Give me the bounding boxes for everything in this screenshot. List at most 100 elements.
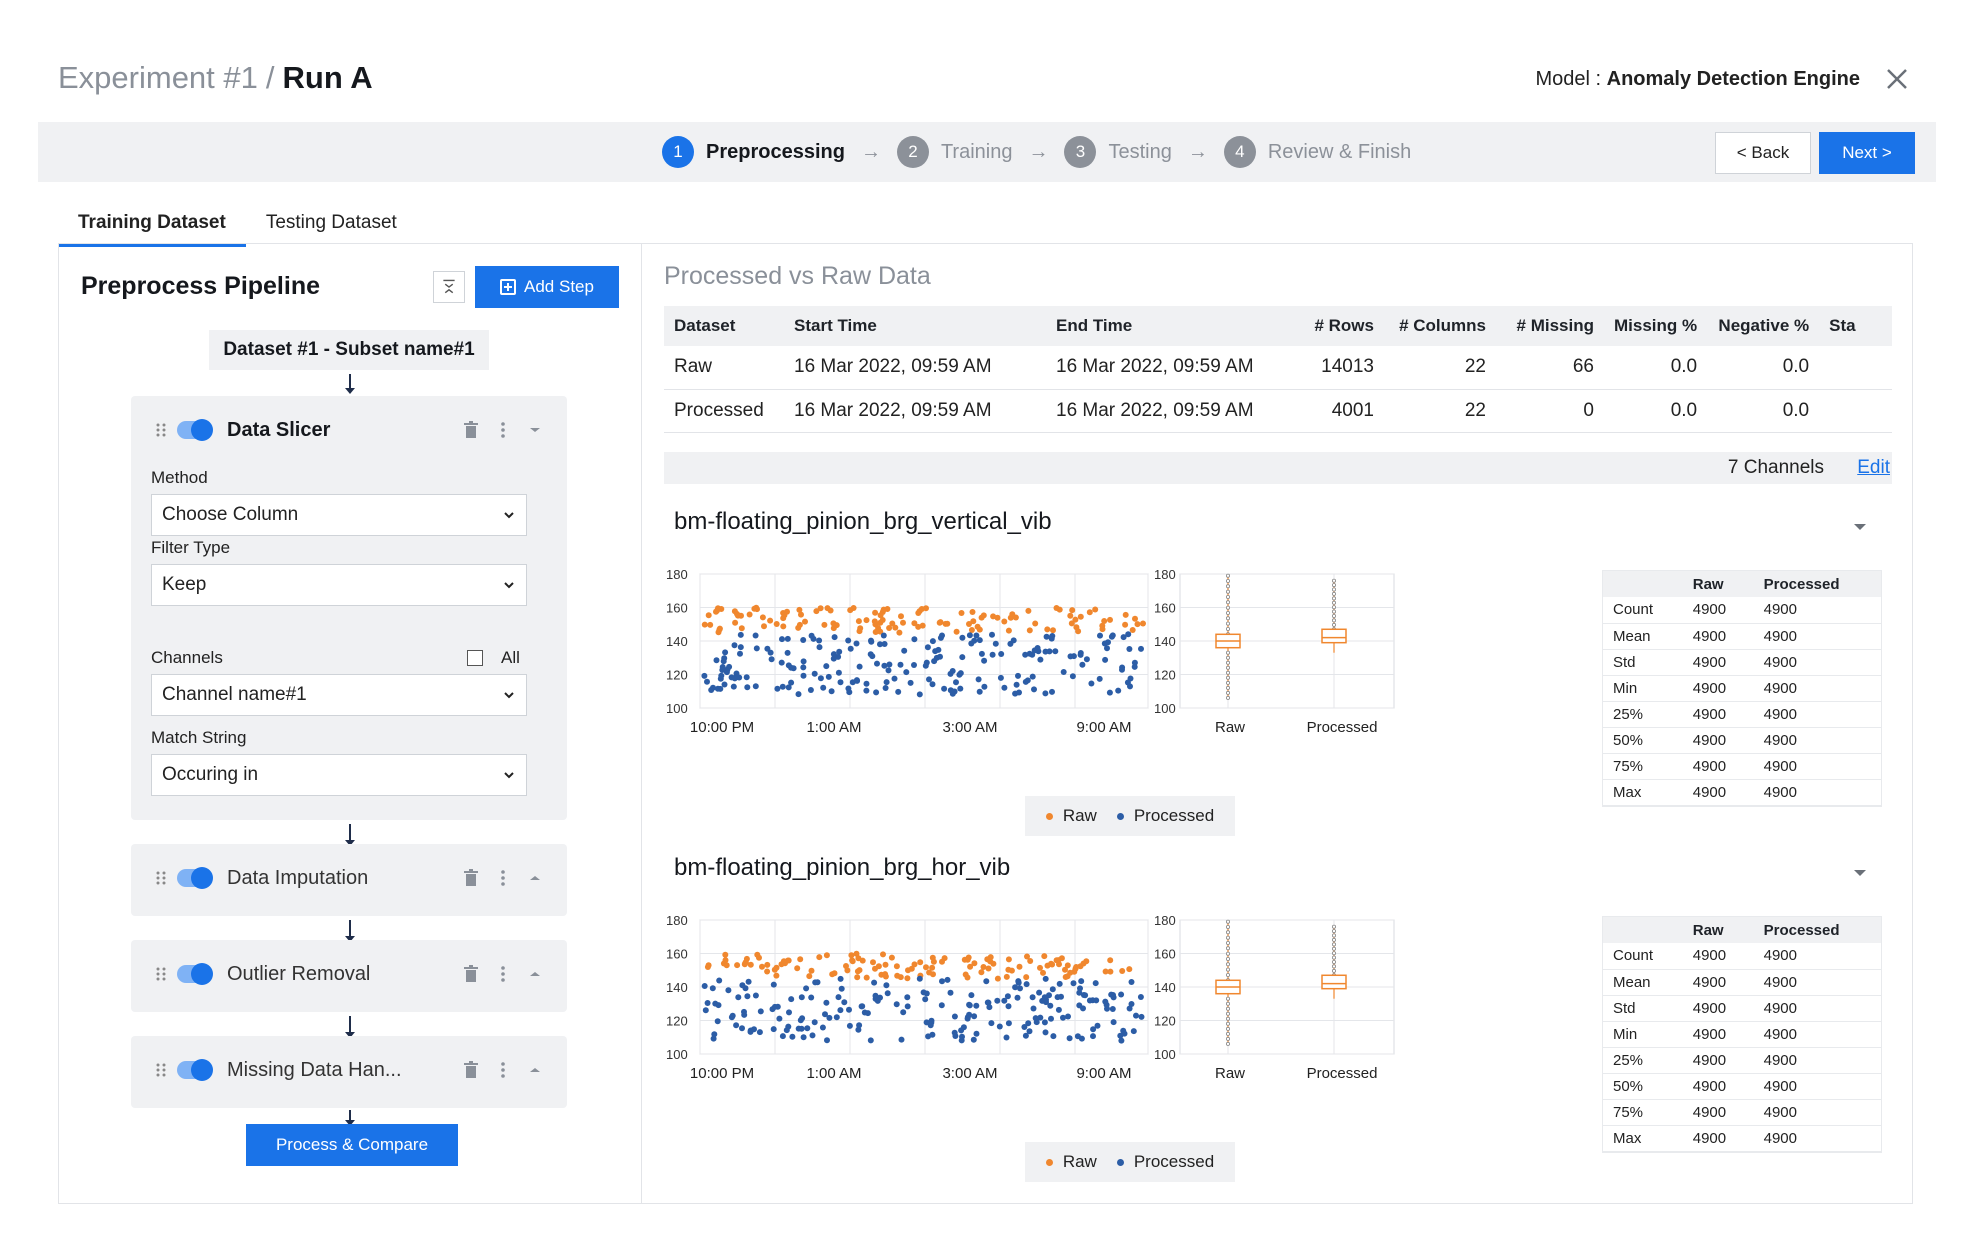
- all-channels-checkbox[interactable]: [467, 650, 483, 666]
- channels-select[interactable]: Channel name#1: [151, 674, 527, 716]
- more-vertical-icon[interactable]: [491, 418, 515, 442]
- comparison-panel: Processed vs Raw Data Dataset Start Time…: [642, 244, 1913, 1204]
- scatter-point-raw: [767, 617, 774, 624]
- stats-row: Max 4900 4900: [1603, 1125, 1881, 1152]
- scatter-point-raw: [971, 960, 978, 967]
- step-enable-toggle[interactable]: [177, 963, 213, 985]
- drag-handle-icon[interactable]: [155, 422, 167, 438]
- stats-cell: 4900: [1753, 969, 1881, 996]
- tab-testing-dataset[interactable]: Testing Dataset: [265, 212, 397, 233]
- filter-type-select[interactable]: Keep: [151, 564, 527, 606]
- scatter-point-raw: [773, 964, 780, 971]
- scatter-point-raw: [823, 952, 830, 959]
- scatter-point-raw: [1053, 605, 1060, 611]
- more-vertical-icon[interactable]: [491, 1058, 515, 1082]
- scatter-point-processed: [1017, 985, 1023, 992]
- scatter-point-raw: [904, 975, 911, 982]
- breadcrumb-experiment[interactable]: Experiment #1: [58, 60, 258, 95]
- scatter-point-processed: [1082, 992, 1089, 999]
- more-vertical-icon[interactable]: [491, 962, 515, 986]
- scatter-point-raw: [751, 605, 758, 612]
- dataset-chip: Dataset #1 - Subset name#1: [209, 330, 489, 370]
- scatter-point-processed: [986, 1004, 993, 1011]
- trash-icon[interactable]: [459, 418, 483, 442]
- caret-up-icon[interactable]: [523, 962, 547, 986]
- drag-handle-icon[interactable]: [155, 870, 167, 886]
- stats-cell: 75%: [1603, 753, 1683, 780]
- stats-row: Std 4900 4900: [1603, 995, 1881, 1022]
- scatter-point-processed: [1105, 639, 1111, 646]
- scatter-point-raw: [796, 621, 803, 628]
- scatter-point-processed: [786, 1009, 792, 1016]
- scatter-point-raw: [1040, 969, 1046, 976]
- scatter-point-processed: [1093, 997, 1100, 1004]
- scatter-point-raw: [970, 618, 977, 625]
- scatter-point-processed: [752, 992, 759, 999]
- legend-item-raw[interactable]: Raw: [1045, 1152, 1097, 1172]
- caret-down-icon[interactable]: [1854, 870, 1866, 876]
- caret-down-icon[interactable]: [523, 418, 547, 442]
- column-header: Negative %: [1707, 306, 1820, 346]
- scatter-point-processed: [1026, 1028, 1033, 1035]
- trash-icon[interactable]: [459, 866, 483, 890]
- trash-icon[interactable]: [459, 962, 483, 986]
- legend-item-processed[interactable]: Processed: [1116, 1152, 1214, 1172]
- step-preprocessing[interactable]: 1 Preprocessing: [662, 136, 845, 168]
- stats-table: Raw Processed Count 4900 4900 Mean 4900 4900 Std…: [1602, 570, 1882, 807]
- scatter-point-processed: [968, 992, 975, 999]
- step-enable-toggle[interactable]: [177, 1059, 213, 1081]
- step-testing[interactable]: 3 Testing: [1064, 136, 1172, 168]
- scatter-point-processed: [1056, 980, 1063, 987]
- step-enable-toggle[interactable]: [177, 419, 213, 441]
- scatter-point-processed: [779, 1033, 786, 1040]
- scatter-point-processed: [1069, 673, 1076, 680]
- scatter-point-processed: [1065, 1013, 1071, 1020]
- legend-item-raw[interactable]: Raw: [1045, 806, 1097, 826]
- legend-label: Processed: [1133, 806, 1215, 825]
- boxplot-outlier: [1332, 609, 1337, 614]
- next-button[interactable]: Next >: [1819, 132, 1915, 174]
- scatter-point-processed: [916, 975, 923, 982]
- method-select[interactable]: Choose Column: [151, 494, 527, 536]
- stats-cell: 4900: [1682, 1125, 1754, 1152]
- step-label: Preprocessing: [706, 140, 845, 163]
- collapse-all-button[interactable]: [433, 271, 465, 303]
- step-enable-toggle[interactable]: [177, 867, 213, 889]
- scatter-point-processed: [881, 662, 888, 669]
- scatter-point-processed: [981, 683, 988, 690]
- process-compare-button[interactable]: Process & Compare: [246, 1124, 458, 1166]
- caret-up-icon[interactable]: [523, 1058, 547, 1082]
- add-step-button[interactable]: Add Step: [475, 266, 619, 308]
- scatter-point-processed: [1118, 991, 1125, 998]
- stepper: 1 Preprocessing → 2 Training → 3 Testing…: [662, 136, 1411, 168]
- legend-item-processed[interactable]: Processed: [1116, 806, 1215, 826]
- scatter-point-processed: [959, 654, 966, 661]
- back-button[interactable]: < Back: [1715, 132, 1811, 174]
- drag-handle-icon[interactable]: [155, 966, 167, 982]
- scatter-point-processed: [900, 1009, 907, 1016]
- scatter-point-processed: [1015, 978, 1022, 985]
- caret-down-icon[interactable]: [1854, 524, 1866, 530]
- scatter-point-processed: [1097, 632, 1103, 639]
- flow-arrow-icon: [345, 374, 355, 394]
- edit-channels-link[interactable]: Edit: [1857, 457, 1890, 478]
- scatter-point-raw: [773, 621, 780, 627]
- scatter-point-processed: [1016, 689, 1022, 696]
- match-string-select[interactable]: Occuring in: [151, 754, 527, 796]
- card-header: Data Slicer: [155, 416, 547, 444]
- step-training[interactable]: 2 Training: [896, 136, 1012, 168]
- scatter-point-processed: [1117, 1032, 1124, 1039]
- scatter-point-processed: [863, 687, 870, 694]
- more-vertical-icon[interactable]: [491, 866, 515, 890]
- trash-icon[interactable]: [459, 1058, 483, 1082]
- scatter-point-processed: [1102, 998, 1109, 1005]
- step-review-finish[interactable]: 4 Review & Finish: [1223, 136, 1411, 168]
- scatter-point-processed: [788, 996, 795, 1003]
- scatter-point-raw: [859, 957, 866, 964]
- caret-up-icon[interactable]: [523, 866, 547, 890]
- scatter-point-processed: [807, 687, 814, 693]
- close-icon[interactable]: [1882, 64, 1912, 94]
- scatter-point-raw: [1122, 621, 1129, 628]
- drag-handle-icon[interactable]: [155, 1062, 167, 1078]
- tab-training-dataset[interactable]: Training Dataset: [58, 204, 246, 247]
